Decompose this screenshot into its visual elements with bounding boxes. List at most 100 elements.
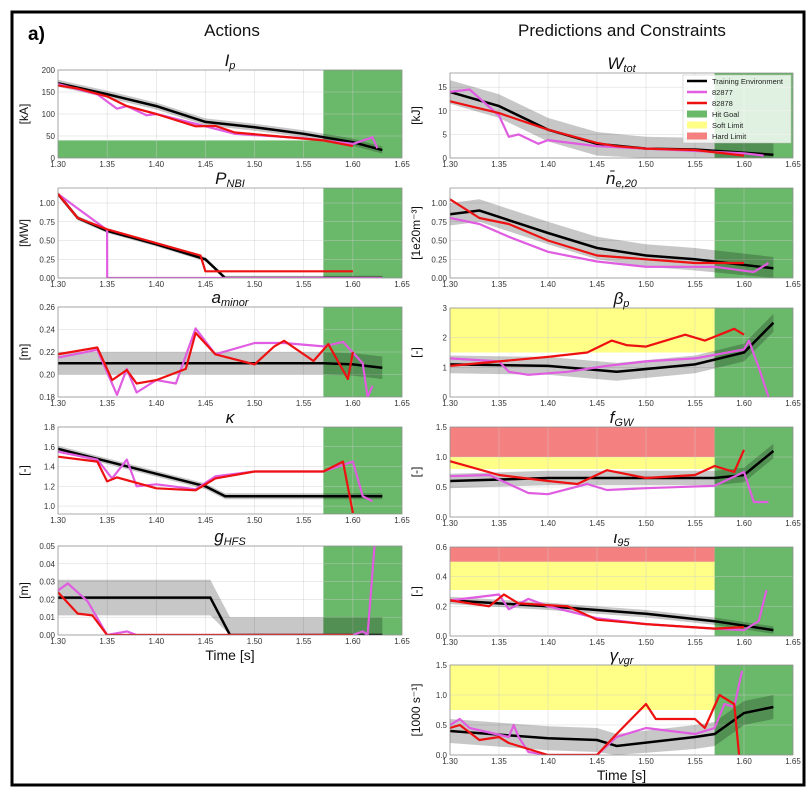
y-axis-label: [kA] bbox=[17, 104, 31, 125]
x-tick-label: 1.55 bbox=[687, 757, 703, 766]
y-tick-label: 1.2 bbox=[44, 482, 56, 491]
x-tick-label: 1.60 bbox=[736, 160, 752, 169]
series-82877 bbox=[450, 339, 770, 397]
legend-label: Training Environment bbox=[712, 77, 784, 86]
y-tick-label: 1.8 bbox=[44, 423, 56, 432]
legend-item: 82878 bbox=[687, 99, 733, 108]
plot-frame bbox=[57, 69, 403, 159]
panel-title: fGW bbox=[610, 408, 635, 429]
x-tick-label: 1.45 bbox=[198, 399, 214, 408]
x-tick-label: 1.40 bbox=[540, 519, 556, 528]
x-tick-label: 1.50 bbox=[638, 757, 654, 766]
plot-frame bbox=[449, 426, 794, 518]
x-axis-label: Time [s] bbox=[205, 647, 254, 663]
series-82878 bbox=[450, 327, 745, 367]
x-tick-label: 1.30 bbox=[442, 399, 458, 408]
y-tick-label: 50 bbox=[46, 132, 55, 141]
y-tick-label: 0.75 bbox=[39, 218, 55, 227]
panel-gammavgr: 1.30 1.35 1.40 1.45 1.50 1.55 1.60 1.65 0.0 0.5 1.… bbox=[409, 646, 801, 783]
x-tick-label: 1.35 bbox=[491, 638, 507, 647]
panel-title: βp bbox=[613, 289, 630, 310]
x-tick-label: 1.45 bbox=[198, 160, 214, 169]
y-tick-label: 1.0 bbox=[44, 502, 56, 511]
x-tick-label: 1.50 bbox=[638, 519, 654, 528]
hard-region bbox=[450, 427, 715, 457]
y-tick-label: 0.01 bbox=[39, 613, 55, 622]
training-ensemble-band bbox=[58, 352, 383, 379]
y-tick-label: 0.00 bbox=[39, 631, 55, 640]
x-tick-label: 1.55 bbox=[296, 160, 312, 169]
legend: Training Environment 82877 82878 Hit Goal So… bbox=[682, 74, 792, 144]
series-82877 bbox=[450, 216, 770, 274]
hard-region bbox=[450, 547, 715, 562]
y-axis-label: [-] bbox=[409, 347, 423, 358]
legend-label: Hard Limit bbox=[712, 132, 747, 141]
series-82877 bbox=[58, 546, 376, 635]
series-82878 bbox=[58, 591, 353, 635]
x-tick-label: 1.50 bbox=[638, 399, 654, 408]
plot-frame bbox=[57, 306, 403, 398]
plot-frame bbox=[449, 664, 794, 756]
y-tick-label: 1.0 bbox=[436, 453, 448, 462]
x-tick-label: 1.30 bbox=[50, 637, 66, 646]
panel-title: γvgr bbox=[610, 646, 635, 667]
y-tick-label: 3 bbox=[443, 304, 448, 313]
y-tick-label: 1.00 bbox=[431, 199, 447, 208]
x-tick-label: 1.60 bbox=[736, 638, 752, 647]
series-82877 bbox=[58, 83, 379, 149]
soft-region bbox=[450, 308, 715, 353]
y-tick-label: 0.50 bbox=[431, 237, 447, 246]
y-tick-label: 0.18 bbox=[39, 393, 55, 402]
y-tick-label: 0.04 bbox=[39, 560, 55, 569]
panel-kappa: 1.30 1.35 1.40 1.45 1.50 1.55 1.60 1.65 1.0 1.2 1.… bbox=[17, 408, 410, 525]
x-tick-label: 1.55 bbox=[296, 516, 312, 525]
y-tick-label: 0.02 bbox=[39, 595, 55, 604]
legend-swatch bbox=[687, 110, 707, 118]
x-tick-label: 1.45 bbox=[589, 519, 605, 528]
panel-title: PNBI bbox=[215, 169, 245, 190]
y-axis-label: [1000 s⁻¹] bbox=[409, 683, 423, 736]
legend-label: Soft Limit bbox=[712, 121, 744, 130]
series-training-environment bbox=[450, 599, 774, 632]
x-tick-label: 1.30 bbox=[442, 280, 458, 289]
legend-label: Hit Goal bbox=[712, 110, 739, 119]
x-tick-label: 1.55 bbox=[296, 637, 312, 646]
training-ensemble-band bbox=[58, 579, 383, 635]
panel-ghfs: 1.30 1.35 1.40 1.45 1.50 1.55 1.60 1.65 0.00 0.01… bbox=[17, 527, 410, 663]
panel-pnbi: 1.30 1.35 1.40 1.45 1.50 1.55 1.60 1.65 0.00 0.25… bbox=[17, 169, 410, 289]
series-82878 bbox=[58, 84, 354, 148]
x-tick-label: 1.35 bbox=[99, 516, 115, 525]
y-tick-label: 0.22 bbox=[39, 348, 55, 357]
x-tick-label: 1.55 bbox=[687, 160, 703, 169]
panel-iota95: 1.30 1.35 1.40 1.45 1.50 1.55 1.60 1.65 0.0 0.2 0.… bbox=[409, 528, 801, 647]
x-tick-label: 1.60 bbox=[345, 399, 361, 408]
x-tick-label: 1.50 bbox=[638, 280, 654, 289]
panel-title: aminor bbox=[212, 288, 250, 309]
x-tick-label: 1.65 bbox=[785, 757, 801, 766]
y-tick-label: 0.5 bbox=[436, 721, 448, 730]
y-tick-label: 0.24 bbox=[39, 326, 55, 335]
goal-region bbox=[323, 188, 402, 278]
y-axis-label: [MW] bbox=[17, 219, 31, 247]
panel-title: Wtot bbox=[607, 54, 636, 75]
x-tick-label: 1.45 bbox=[198, 280, 214, 289]
x-tick-label: 1.35 bbox=[491, 160, 507, 169]
goal-region bbox=[714, 547, 793, 636]
goal-region bbox=[58, 140, 402, 158]
series-training-environment bbox=[450, 321, 775, 374]
panel-title: κ bbox=[226, 408, 236, 427]
y-tick-label: 0.05 bbox=[39, 542, 55, 551]
x-tick-label: 1.40 bbox=[148, 516, 164, 525]
x-tick-label: 1.40 bbox=[540, 638, 556, 647]
panel-fgw: 1.30 1.35 1.40 1.45 1.50 1.55 1.60 1.65 0.0 0.5 1.… bbox=[409, 408, 801, 528]
y-tick-label: 0.4 bbox=[436, 573, 448, 582]
x-tick-label: 1.35 bbox=[99, 160, 115, 169]
series-82878 bbox=[58, 193, 353, 273]
y-tick-label: 1.4 bbox=[44, 463, 56, 472]
x-tick-label: 1.65 bbox=[785, 280, 801, 289]
series-training-environment bbox=[58, 596, 383, 635]
legend-item: Training Environment bbox=[687, 77, 784, 86]
x-tick-label: 1.35 bbox=[99, 637, 115, 646]
x-tick-label: 1.50 bbox=[638, 160, 654, 169]
series-training-environment bbox=[450, 705, 774, 748]
